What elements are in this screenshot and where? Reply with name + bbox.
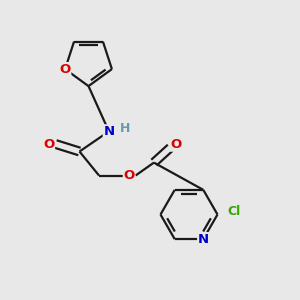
Text: N: N [103,125,115,138]
Text: Cl: Cl [227,205,241,218]
Text: O: O [59,63,71,76]
Text: H: H [120,122,130,136]
Text: O: O [170,138,182,151]
Text: O: O [123,169,135,182]
Text: O: O [43,137,55,151]
Text: N: N [198,233,209,246]
